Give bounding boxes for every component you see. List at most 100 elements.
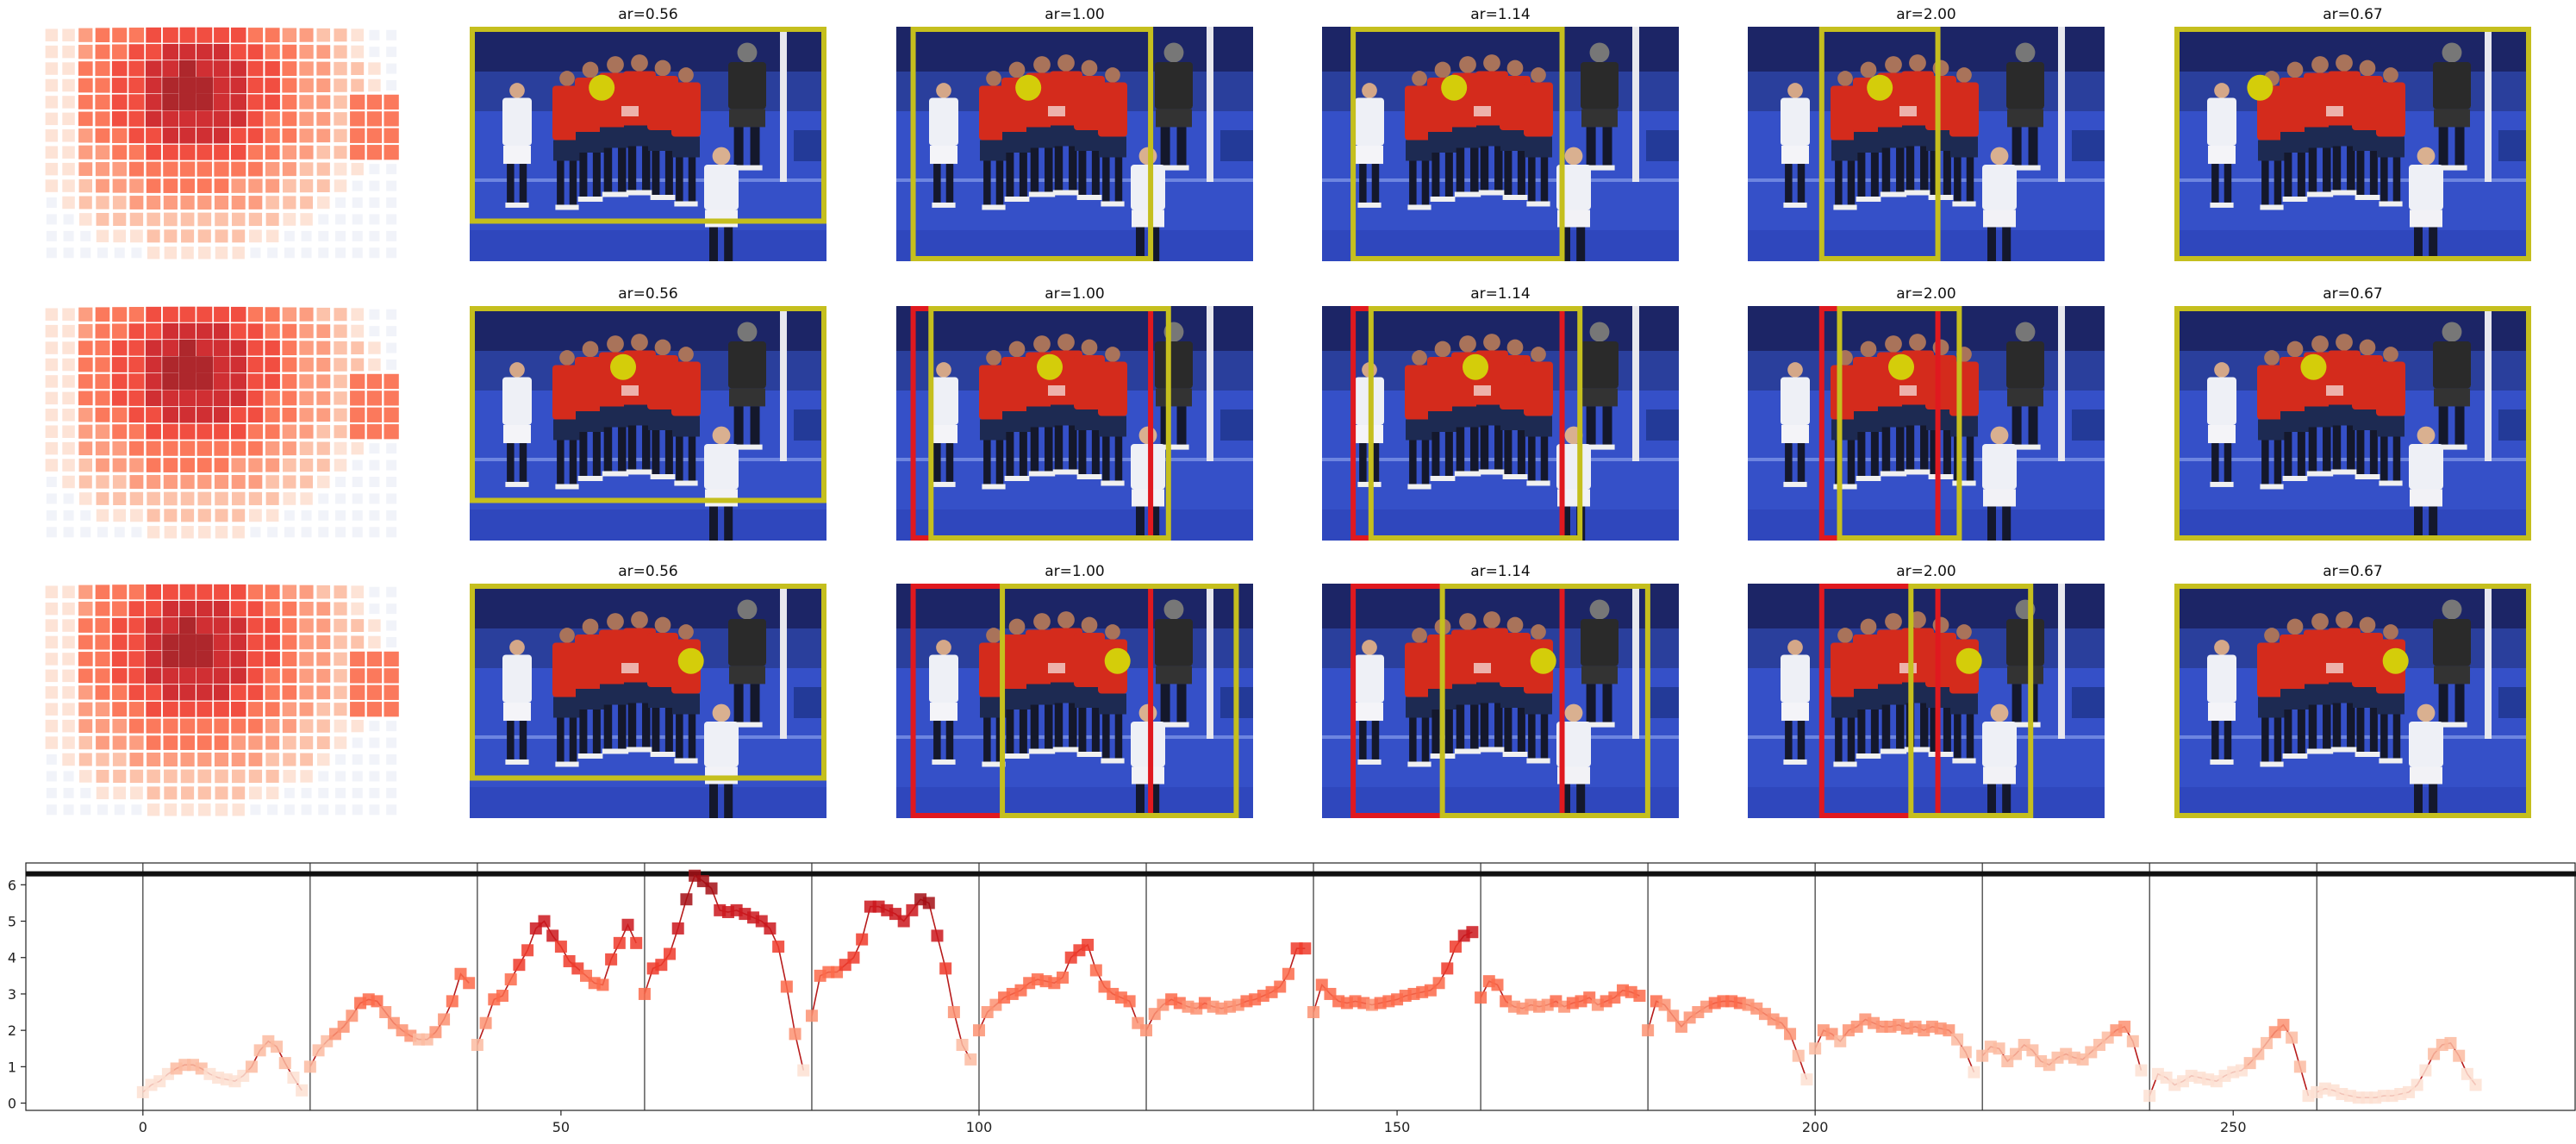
heatmap-cell [334,61,347,76]
heatmap-cell [316,424,331,439]
heatmap-cell [299,28,314,42]
heatmap-cell [213,685,230,701]
data-point [621,918,634,931]
heatmap-cell [214,584,229,600]
heatmap-cell [128,307,145,322]
heatmap-cell [352,230,363,241]
heatmap-cell [145,634,162,651]
heatmap-cell [78,162,93,177]
heatmap-cell [369,603,380,615]
heatmap-cell [265,668,280,684]
heatmap-cell [79,770,92,783]
heatmap-cell [146,306,161,322]
heatmap-cell [369,527,380,538]
heatmap-cell [247,617,264,634]
heatmap-cell [384,373,399,390]
heatmap-cell [265,491,279,505]
heatmap-cell [196,458,212,472]
heatmap-cell [197,509,211,522]
heatmap-cell [351,358,365,372]
heatmap-cell [130,229,143,243]
heatmap-cell [78,735,92,750]
heatmap-cell [352,771,363,782]
center-marker [1463,353,1489,380]
heatmap-cell [162,634,179,651]
heatmap-cell [249,786,262,800]
heatmap-cell [79,213,92,226]
panel-title: ar=2.00 [1896,6,1956,23]
heatmap-cell [282,145,297,159]
panel-title: ar=0.67 [2323,6,2383,23]
data-point [1667,1010,1680,1022]
heatmap-cell [164,247,178,259]
heatmap-cell [179,584,196,600]
heatmap-cell [300,492,313,505]
heatmap-cell [265,786,279,800]
heatmap-cell [96,786,109,800]
heatmap-cell [45,719,59,733]
heatmap-cell [78,753,92,766]
heatmap-cell [248,212,263,227]
heatmap-cell [96,769,109,783]
heatmap-cell [196,600,213,617]
heatmap-cell [179,600,196,617]
heatmap-cell [369,214,380,225]
heatmap-cell [62,703,75,716]
heatmap-cell [386,754,397,765]
heatmap-cell [334,635,347,649]
heatmap-cell [213,634,230,651]
heatmap-cell [181,526,194,539]
heatmap-cell [181,803,194,816]
heatmap-cell [231,769,246,784]
heatmap-cell [232,247,245,259]
heatmap-cell [63,493,74,504]
yellow-box [910,27,1154,261]
heatmap-cell [316,459,330,472]
heatmap-cell [369,493,380,504]
heatmap-cell [128,407,145,423]
image-panel-row-2-col-5: ar=0.67 [2174,285,2531,541]
heatmap-cell [335,771,346,782]
heatmap-cell [230,77,247,94]
heatmap-cell [45,425,59,438]
heatmap-cell [213,407,230,423]
heatmap-cell [179,322,196,340]
heatmap-cell [163,195,178,210]
heatmap-cell [366,685,383,700]
heatmap-cell [282,668,297,684]
heatmap-cell [334,374,347,389]
photo [2174,27,2531,261]
heatmap-cell [334,324,347,338]
heatmap-cell [282,28,297,42]
heatmap-cell [128,94,145,110]
heatmap-cell [95,341,110,356]
heatmap-cell [213,340,230,356]
y-tick-label: 5 [8,914,16,930]
heatmap-cell [230,128,246,144]
heatmap-cell [45,45,59,59]
image-panel-row-3-col-4: ar=2.00 [1748,563,2105,818]
heatmap-cell [351,45,365,59]
heatmap-cell [335,754,346,765]
heatmap-cell [111,94,128,110]
heatmap-cell [265,735,280,750]
heatmap-cell [213,110,230,128]
heatmap-cell [215,247,228,259]
heatmap-cell [334,719,347,733]
yellow-box [1439,584,1650,818]
heatmap-cell [384,111,399,127]
panel-title: ar=0.67 [2323,563,2383,580]
heatmap-cell [62,375,75,388]
heatmap-cell [62,475,75,489]
heatmap-cell [146,701,161,717]
heatmap-cell [366,145,383,160]
heatmap-cell [147,247,160,259]
heatmap-cell [198,803,211,816]
heatmap-cell [350,702,365,717]
heatmap-cell [316,719,330,733]
heatmap-cell [111,340,128,356]
heatmap-cell [352,804,363,816]
data-point [1441,962,1454,975]
